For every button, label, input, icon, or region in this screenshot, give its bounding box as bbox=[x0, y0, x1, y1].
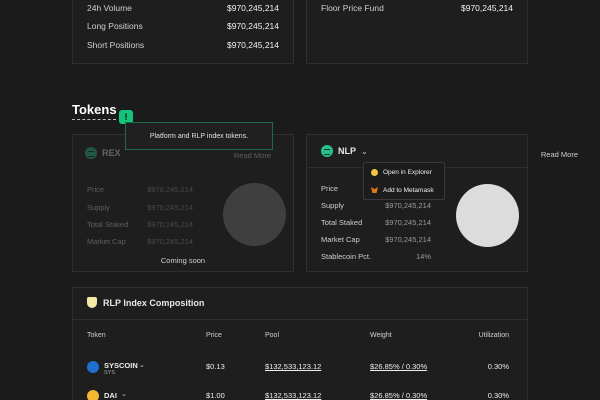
composition-divider bbox=[73, 319, 527, 320]
rex-row-value: $970,245,214 bbox=[147, 237, 193, 246]
token-pool[interactable]: $132,533,123.12 bbox=[265, 391, 322, 400]
nlp-token-icon bbox=[321, 145, 333, 157]
nlp-row-value: $970,245,214 bbox=[385, 218, 431, 227]
rex-row-value: $970,245,214 bbox=[147, 185, 193, 194]
nlp-row: Market Cap $970,245,214 bbox=[321, 235, 431, 244]
stat-label: Short Positions bbox=[87, 40, 145, 50]
chevron-down-icon[interactable]: ⌄ bbox=[139, 362, 145, 369]
token-name: DAI bbox=[104, 391, 117, 400]
rex-row: Price $970,245,214 bbox=[87, 185, 193, 194]
stat-label: Floor Price Fund bbox=[321, 3, 384, 13]
nlp-token-chart-placeholder bbox=[456, 184, 519, 247]
column-header-pool: Pool bbox=[265, 332, 280, 339]
tokens-title: Tokens bbox=[72, 102, 117, 117]
nlp-row-label: Price bbox=[321, 184, 339, 193]
dai-icon bbox=[87, 390, 99, 400]
nlp-row-value: $970,245,214 bbox=[385, 235, 431, 244]
nlp-row: Total Staked $970,245,214 bbox=[321, 218, 431, 227]
syscoin-icon bbox=[87, 361, 99, 373]
rex-token-chart-placeholder bbox=[223, 183, 286, 246]
rex-token-card: REX Read More Price $970,245,214 Supply … bbox=[72, 134, 294, 272]
stat-value: $970,245,214 bbox=[227, 3, 279, 13]
rlp-composition-panel: RLP Index Composition Token Price Pool W… bbox=[72, 287, 528, 400]
nlp-row-value: $970,245,214 bbox=[385, 201, 431, 210]
nlp-row-label: Market Cap bbox=[321, 235, 360, 244]
stat-row: 24h Volume $970,245,214 bbox=[87, 3, 279, 13]
stat-row: Short Positions $970,245,214 bbox=[87, 40, 279, 50]
nlp-token-header[interactable]: NLP ⌄ bbox=[321, 145, 368, 157]
shield-icon bbox=[87, 297, 97, 308]
tokens-title-underline bbox=[72, 119, 116, 120]
open-in-explorer-item[interactable]: Open in Explorer bbox=[364, 163, 444, 181]
stat-label: 24h Volume bbox=[87, 3, 132, 13]
rex-row-label: Market Cap bbox=[87, 237, 126, 246]
rex-row: Total Staked $970,245,214 bbox=[87, 220, 193, 229]
rex-row: Supply $970,245,214 bbox=[87, 203, 193, 212]
stat-value: $970,245,214 bbox=[227, 40, 279, 50]
stat-value: $970,245,214 bbox=[227, 21, 279, 31]
metamask-icon bbox=[371, 187, 378, 193]
dropdown-item-label: Add to Metamask bbox=[383, 186, 434, 194]
nlp-row-label: Supply bbox=[321, 201, 344, 210]
stats-panel-left: 24h Volume $970,245,214 Long Positions $… bbox=[72, 0, 294, 64]
info-alert-icon[interactable]: ! bbox=[119, 110, 133, 124]
nlp-row: Stablecoin Pct. 14% bbox=[321, 252, 431, 261]
token-utilization: 0.30% bbox=[487, 391, 509, 400]
column-header-weight: Weight bbox=[370, 332, 392, 339]
column-header-utilization: Utilization bbox=[478, 332, 509, 339]
chevron-down-icon[interactable]: ⌄ bbox=[121, 391, 127, 398]
nlp-read-more-link[interactable]: Read More bbox=[540, 150, 578, 159]
nlp-row-value: 14% bbox=[415, 252, 431, 261]
rex-read-more-link[interactable]: Read More bbox=[233, 151, 271, 160]
explorer-icon bbox=[371, 168, 378, 176]
rex-row-value: $970,245,214 bbox=[147, 203, 193, 212]
stats-panel-right: Floor Price Fund $970,245,214 bbox=[306, 0, 528, 64]
token-price: $1.00 bbox=[206, 391, 225, 400]
rex-row-label: Supply bbox=[87, 203, 110, 212]
composition-title: RLP Index Composition bbox=[103, 297, 205, 308]
stat-value: $970,245,214 bbox=[461, 3, 513, 13]
tokens-tooltip: Platform and RLP index tokens. bbox=[125, 122, 273, 150]
stat-label: Long Positions bbox=[87, 21, 143, 31]
token-weight[interactable]: $26.85% / 0.30% bbox=[370, 362, 428, 371]
chevron-down-icon[interactable]: ⌄ bbox=[361, 146, 368, 156]
dropdown-item-label: Open in Explorer bbox=[383, 168, 432, 176]
nlp-row-label: Total Staked bbox=[321, 218, 363, 227]
token-utilization: 0.30% bbox=[487, 362, 509, 371]
column-header-price: Price bbox=[206, 332, 222, 339]
add-to-metamask-item[interactable]: Add to Metamask bbox=[364, 181, 444, 199]
rex-token-header: REX bbox=[85, 147, 121, 159]
nlp-row: Supply $970,245,214 bbox=[321, 201, 431, 210]
nlp-row-label: Stablecoin Pct. bbox=[321, 252, 372, 261]
rex-row-label: Price bbox=[87, 185, 105, 194]
rex-token-icon bbox=[85, 147, 97, 159]
rex-row: Market Cap $970,245,214 bbox=[87, 237, 193, 246]
token-pool[interactable]: $132,533,123.12 bbox=[265, 362, 322, 371]
column-header-token: Token bbox=[87, 332, 106, 339]
token-symbol: SYS bbox=[104, 370, 116, 376]
stat-row: Long Positions $970,245,214 bbox=[87, 21, 279, 31]
rex-row-value: $970,245,214 bbox=[147, 220, 193, 229]
nlp-row: Price bbox=[321, 184, 431, 193]
nlp-token-name: NLP bbox=[338, 146, 356, 156]
composition-header: RLP Index Composition bbox=[87, 297, 204, 308]
token-name: SYSCOIN bbox=[104, 361, 138, 370]
stat-row: Floor Price Fund $970,245,214 bbox=[321, 3, 513, 13]
rex-coming-soon-label: Coming soon bbox=[160, 256, 206, 265]
rex-row-label: Total Staked bbox=[87, 220, 129, 229]
nlp-token-card: NLP ⌄ Price Supply $970,245,214 Total St… bbox=[306, 134, 528, 272]
rex-token-name: REX bbox=[102, 148, 121, 158]
token-price: $0.13 bbox=[206, 362, 225, 371]
nlp-token-dropdown: Open in Explorer Add to Metamask bbox=[363, 162, 445, 200]
token-weight[interactable]: $26.85% / 0.30% bbox=[370, 391, 428, 400]
